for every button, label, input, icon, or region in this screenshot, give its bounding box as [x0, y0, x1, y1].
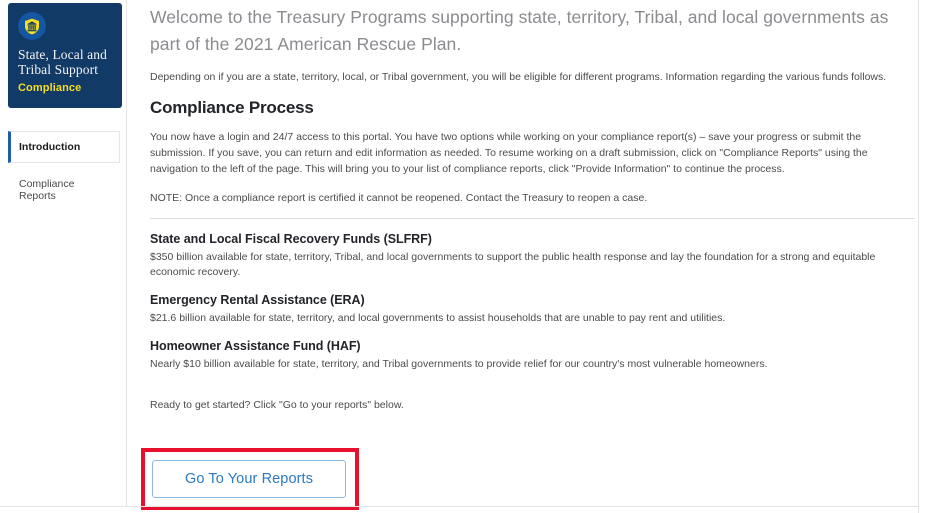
brand-card: State, Local and Tribal Support Complian… [8, 3, 122, 108]
compliance-process-body: You now have a login and 24/7 access to … [150, 131, 868, 175]
highlight-annotation-box [141, 448, 359, 510]
fund-description-haf: Nearly $10 billion available for state, … [150, 358, 768, 370]
welcome-heading: Welcome to the Treasury Programs support… [150, 7, 889, 54]
go-to-your-reports-button[interactable]: Go To Your Reports [152, 460, 346, 498]
page-bottom-border [0, 506, 919, 507]
eligibility-text: Depending on if you are a state, territo… [150, 71, 887, 83]
treasury-shield-icon [18, 12, 46, 40]
compliance-note: NOTE: Once a compliance report is certif… [150, 192, 648, 204]
fund-description-slfrf: $350 billion available for state, territ… [150, 251, 876, 278]
fund-description-era: $21.6 billion available for state, terri… [150, 312, 726, 324]
brand-subtitle: Compliance [18, 82, 82, 94]
page-right-border [918, 0, 919, 513]
go-to-your-reports-label: Go To Your Reports [184, 471, 314, 487]
section-divider [150, 218, 915, 219]
sidebar-nav: Introduction Compliance Reports [8, 131, 120, 211]
main-content: Welcome to the Treasury Programs support… [128, 0, 918, 506]
ready-to-start-text: Ready to get started? Click "Go to your … [150, 399, 404, 411]
fund-heading-slfrf: State and Local Fiscal Recovery Funds (S… [150, 232, 432, 246]
sidebar-item-introduction[interactable]: Introduction [8, 131, 120, 163]
fund-heading-era: Emergency Rental Assistance (ERA) [150, 293, 365, 307]
fund-heading-haf: Homeowner Assistance Fund (HAF) [150, 339, 361, 353]
sidebar-item-compliance-reports[interactable]: Compliance Reports [8, 169, 120, 211]
sidebar-item-compliance-reports-label: Compliance Reports [19, 178, 75, 202]
brand-title: State, Local and Tribal Support [18, 47, 107, 77]
compliance-process-heading: Compliance Process [150, 98, 314, 117]
sidebar-item-introduction-label: Introduction [19, 141, 81, 153]
sidebar: State, Local and Tribal Support Complian… [0, 0, 127, 506]
